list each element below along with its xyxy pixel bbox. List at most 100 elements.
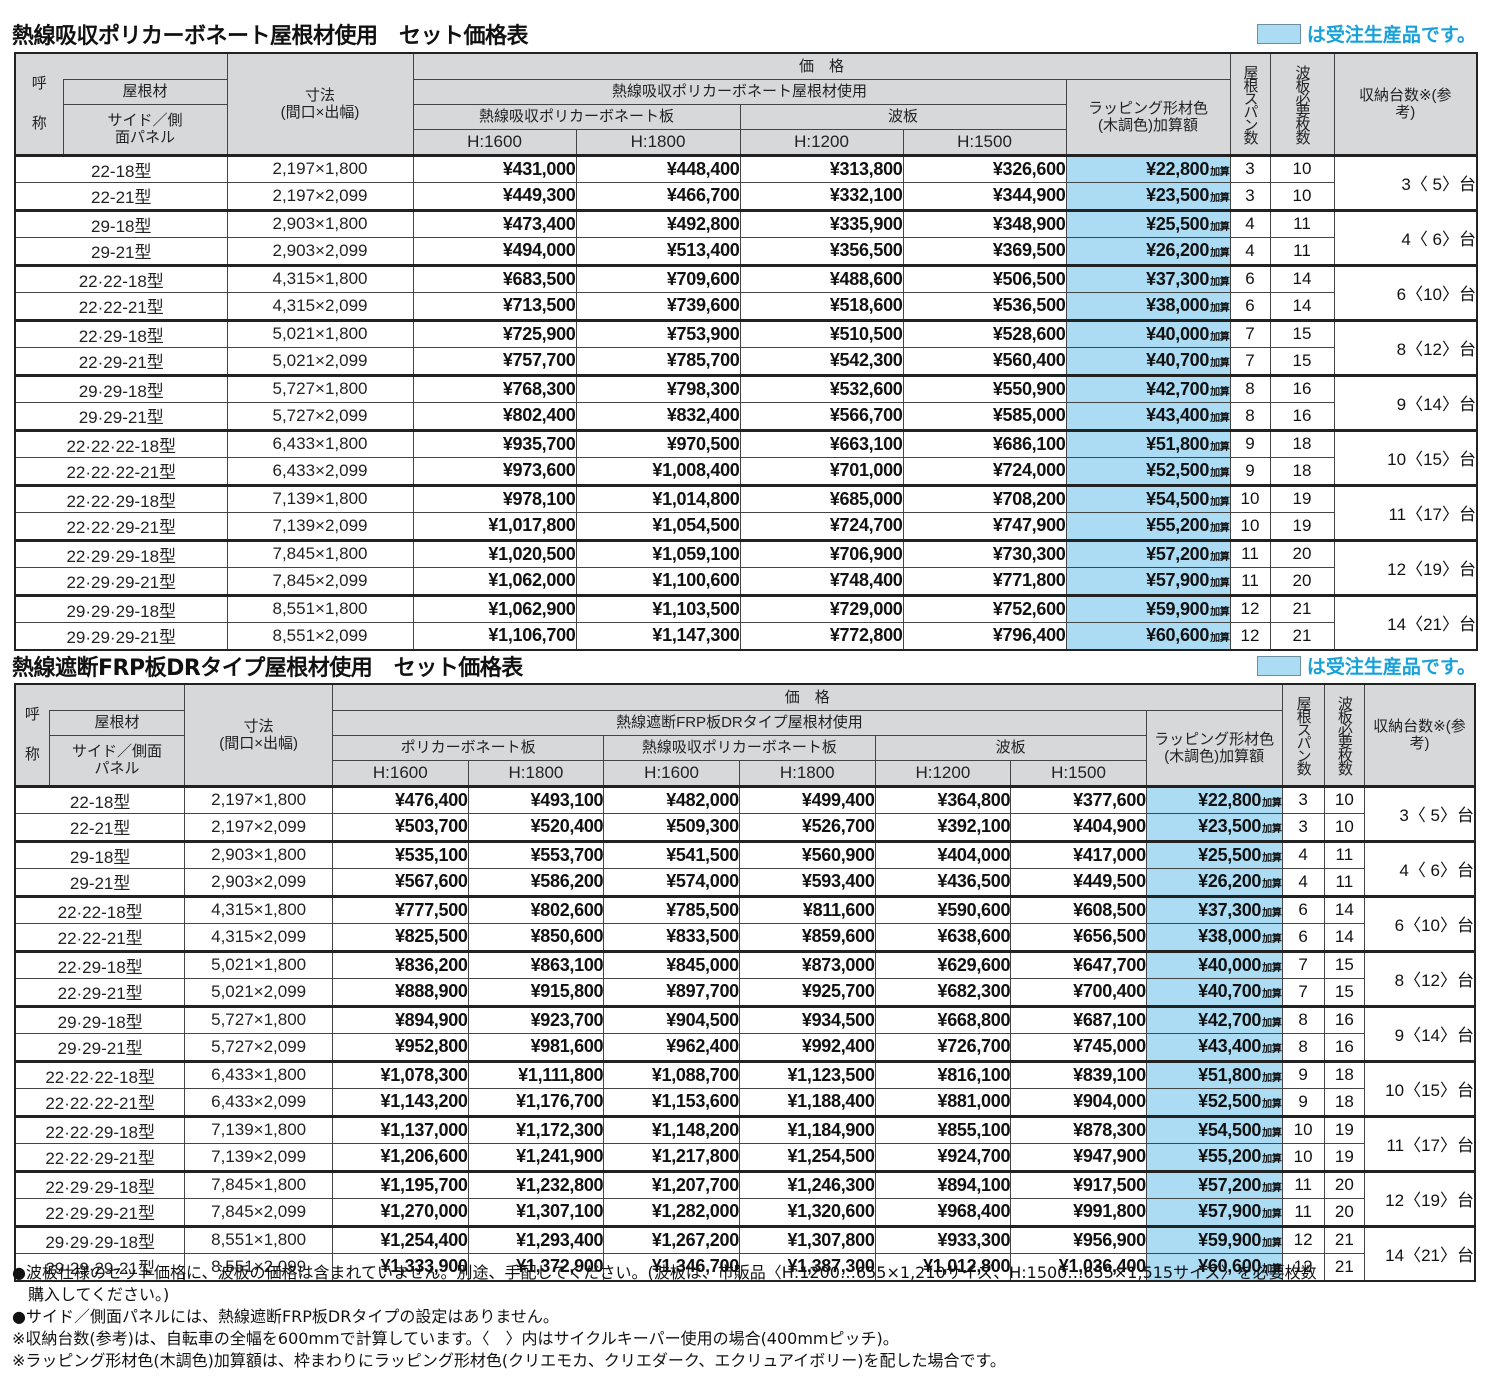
price-cell: ¥1,307,100 <box>467 1198 605 1227</box>
table-row: 22·29-18型 5,021×1,800 ¥725,900 ¥753,900 ¥510… <box>14 318 1478 376</box>
sheet-count: 15 <box>1269 318 1335 348</box>
price-cell: ¥968,400 <box>874 1198 1012 1227</box>
wrapping-suffix: 加算 <box>1210 386 1230 398</box>
wrapping-surcharge: ¥42,700加算 <box>1145 1004 1283 1034</box>
table-row: 22·22·22-18型 6,433×1,800 ¥935,700 ¥970,500 ¥… <box>14 428 1478 486</box>
sheet-count: 18 <box>1323 1059 1365 1089</box>
dimensions: 2,197×2,099 <box>226 182 414 211</box>
table-row: 22·22·29-21型 7,139×2,099 ¥1,206,600 ¥1,241,… <box>14 1143 1475 1172</box>
header-sub3: 波板 <box>874 734 1147 761</box>
price-cell: ¥528,600 <box>902 318 1067 348</box>
price-cell: ¥1,020,500 <box>412 538 577 568</box>
dimensions: 5,021×2,099 <box>226 347 414 376</box>
table-row: 22-18型 2,197×1,800 ¥476,400 ¥493,100 ¥482,00… <box>14 784 1476 842</box>
table-row: 22·29·29-18型 7,845×1,800 ¥1,020,500 ¥1,059,… <box>14 538 1478 596</box>
dimensions: 7,845×2,099 <box>184 1198 333 1227</box>
header-name-top: 呼 <box>31 74 47 92</box>
wrapping-suffix: 加算 <box>1210 606 1230 618</box>
price-cell: ¥785,500 <box>603 894 740 924</box>
price-cell: ¥1,153,600 <box>603 1088 740 1117</box>
price-cell: ¥706,900 <box>739 538 904 568</box>
dimensions: 6,433×1,800 <box>226 428 414 458</box>
price-cell: ¥344,900 <box>902 182 1067 211</box>
price-cell: ¥745,000 <box>1010 1033 1147 1062</box>
wrapping-amount: ¥37,300 <box>1198 899 1262 920</box>
dimensions: 2,197×1,800 <box>184 784 333 814</box>
price-cell: ¥466,700 <box>575 182 741 211</box>
sheet-count: 20 <box>1269 567 1335 596</box>
wrapping-suffix: 加算 <box>1262 907 1282 919</box>
roof-span-count: 12 <box>1229 593 1271 623</box>
price-cell: ¥1,188,400 <box>738 1088 876 1117</box>
dimensions: 8,551×2,099 <box>226 622 414 650</box>
price-cell: ¥509,300 <box>603 813 740 842</box>
wrapping-amount: ¥43,400 <box>1198 1036 1262 1057</box>
wrapping-suffix: 加算 <box>1210 468 1230 480</box>
price-cell: ¥567,600 <box>331 868 469 897</box>
wrapping-amount: ¥38,000 <box>1146 295 1210 316</box>
dimensions: 5,727×1,800 <box>184 1004 333 1034</box>
price-cell: ¥845,000 <box>603 949 740 979</box>
header-name-bottom: 称 <box>24 745 40 763</box>
wrapping-surcharge: ¥57,900加算 <box>1065 567 1231 596</box>
dimensions: 4,315×1,800 <box>226 263 414 293</box>
price-cell: ¥488,600 <box>739 263 904 293</box>
sheet-count: 18 <box>1269 457 1335 486</box>
sheet-count: 14 <box>1269 292 1335 321</box>
price-cell: ¥777,500 <box>331 894 469 924</box>
roof-span-count: 4 <box>1281 868 1325 897</box>
dimensions: 6,433×1,800 <box>184 1059 333 1089</box>
sheet-count: 15 <box>1323 978 1365 1007</box>
price-cell: ¥332,100 <box>739 182 904 211</box>
roof-span-count: 9 <box>1281 1059 1325 1089</box>
sheet-count: 20 <box>1323 1198 1365 1227</box>
sheet-count: 14 <box>1269 263 1335 293</box>
header-capacity: 収納台数※(参考) <box>1363 683 1476 787</box>
wrapping-amount: ¥51,800 <box>1146 433 1210 454</box>
header-col: H:1200 <box>739 128 904 156</box>
price-cell: ¥1,372,900 <box>467 1253 605 1281</box>
dimensions: 7,139×2,099 <box>184 1143 333 1172</box>
price-cell: ¥638,600 <box>874 923 1012 952</box>
wrapping-amount: ¥43,400 <box>1146 405 1210 426</box>
model-name: 22-21型 <box>14 813 186 842</box>
model-name: 22·22·29-18型 <box>14 483 228 513</box>
price-cell: ¥566,700 <box>739 402 904 431</box>
wrapping-suffix: 加算 <box>1262 934 1282 946</box>
wrapping-suffix: 加算 <box>1262 1154 1282 1166</box>
price-cell: ¥863,100 <box>467 949 605 979</box>
wrapping-surcharge: ¥25,500加算 <box>1145 839 1283 869</box>
wrapping-amount: ¥40,000 <box>1198 954 1262 975</box>
price-cell: ¥476,400 <box>331 784 469 814</box>
legend-text: は受注生産品です。 <box>1306 656 1476 678</box>
wrapping-suffix: 加算 <box>1210 633 1230 645</box>
wrapping-surcharge: ¥59,900加算 <box>1065 593 1231 623</box>
wrapping-suffix: 加算 <box>1262 824 1282 836</box>
price-cell: ¥825,500 <box>331 923 469 952</box>
header-roof: 屋根材 <box>48 709 186 736</box>
header-capacity: 収納台数※(参考) <box>1333 52 1478 156</box>
sheet-count: 21 <box>1269 593 1335 623</box>
wrapping-surcharge: ¥57,900加算 <box>1145 1198 1283 1227</box>
roof-span-count: 8 <box>1229 373 1271 403</box>
price-cell: ¥647,700 <box>1010 949 1147 979</box>
wrapping-amount: ¥52,500 <box>1198 1091 1262 1112</box>
price-cell: ¥802,600 <box>467 894 605 924</box>
model-name: 22·29·29-21型 <box>14 567 228 596</box>
wrapping-surcharge: ¥51,800加算 <box>1145 1059 1283 1089</box>
model-name: 29-18型 <box>14 208 228 238</box>
sheet-count: 16 <box>1323 1004 1365 1034</box>
table-row: 29·29-18型 5,727×1,800 ¥768,300 ¥798,300 ¥532… <box>14 373 1478 431</box>
price-cell: ¥833,500 <box>603 923 740 952</box>
price-cell: ¥492,800 <box>575 208 741 238</box>
price-cell: ¥1,078,300 <box>331 1059 469 1089</box>
model-name: 22·29-18型 <box>14 318 228 348</box>
wrapping-suffix: 加算 <box>1262 1072 1282 1084</box>
roof-span-count: 8 <box>1229 402 1271 431</box>
price-cell: ¥449,500 <box>1010 868 1147 897</box>
header-sub1: ポリカーボネート板 <box>331 734 605 761</box>
dimensions: 7,139×1,800 <box>184 1114 333 1144</box>
model-name: 22·29·29-18型 <box>14 538 228 568</box>
price-cell: ¥536,500 <box>902 292 1067 321</box>
table-row: 29-18型 2,903×1,800 ¥473,400 ¥492,800 ¥335,90… <box>14 208 1478 266</box>
